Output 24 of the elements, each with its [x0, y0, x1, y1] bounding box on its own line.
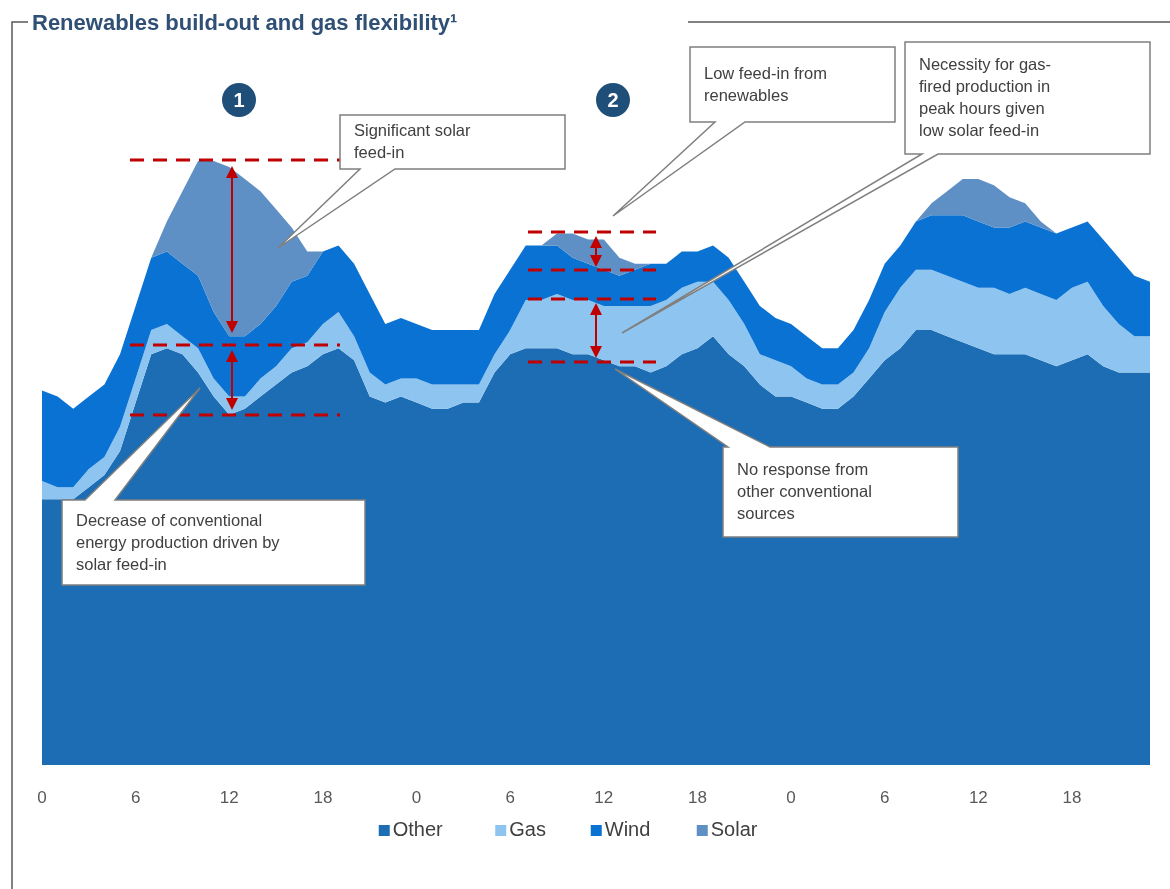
x-tick-label: 6: [505, 788, 515, 807]
text: Low feed-in from renewables: [704, 63, 827, 104]
text: 1: [233, 89, 245, 111]
x-tick-label: 0: [786, 788, 796, 807]
text: 2: [607, 89, 619, 111]
x-tick-label: 0: [411, 788, 422, 807]
x-tick-label: 18: [313, 788, 333, 807]
x-tick-label: 6: [130, 788, 141, 807]
x-tick-label: 12: [219, 788, 239, 807]
legend-label: Solar: [710, 818, 758, 840]
x-tick-label: 18: [1062, 788, 1082, 807]
annotation: No response from other conventional sources: [737, 460, 872, 522]
text: Necessity for gas- fired production in peak hours given low solar feed-in: [919, 55, 1052, 139]
legend-label: Other: [392, 818, 444, 840]
x-tick-label: 6: [879, 788, 890, 807]
annotation: Decrease of conventional energy production driven by solar feed-in: [76, 510, 281, 573]
x-tick-label: 0: [37, 788, 47, 807]
x-tick-label: 12: [968, 788, 988, 807]
x-tick-label: 18: [687, 788, 707, 807]
legend-label: Gas: [509, 818, 546, 840]
legend-label: Wind: [604, 818, 651, 840]
chart-title: Renewables build-out and gas flexibility¹: [32, 10, 458, 35]
x-tick-label: 12: [594, 788, 614, 807]
annotation: Significant solar feed-in: [354, 121, 471, 161]
